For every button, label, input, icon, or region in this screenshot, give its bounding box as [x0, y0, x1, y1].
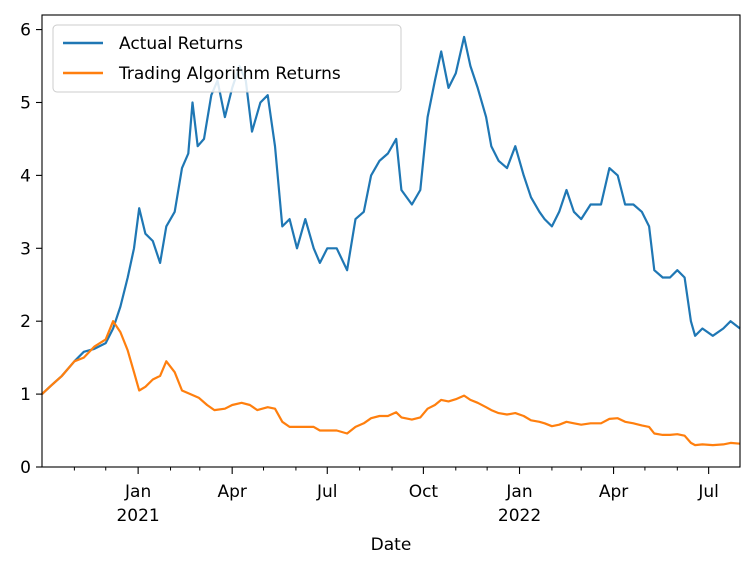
legend-label: Trading Algorithm Returns [118, 64, 341, 84]
legend-label: Actual Returns [119, 34, 243, 54]
y-tick-label: 2 [20, 312, 31, 332]
x-tick-year-label: 2022 [498, 506, 541, 526]
x-tick-label: Oct [409, 482, 439, 502]
legend: Actual Returns Trading Algorithm Returns [52, 24, 402, 93]
y-tick-label: 3 [20, 239, 31, 259]
series-layer [41, 35, 741, 447]
series-line-1 [41, 35, 741, 395]
series-line-2 [41, 320, 741, 447]
x-tick-year-label: 2021 [116, 506, 159, 526]
x-tick-label: Apr [217, 482, 246, 502]
x-tick-label: Jan [505, 482, 532, 502]
x-tick-label: Jan [124, 482, 151, 502]
x-tick-label: Jul [316, 482, 338, 502]
x-tick-label: Apr [599, 482, 628, 502]
axes-frame [41, 14, 741, 468]
y-tick-label: 5 [20, 93, 31, 113]
y-tick-label: 0 [20, 458, 31, 478]
y-tick-label: 1 [20, 385, 31, 405]
y-tick-label: 6 [20, 21, 31, 41]
legend-box [52, 24, 402, 93]
x-tick-label: Jul [697, 482, 719, 502]
x-axis-label: Date [371, 535, 412, 555]
y-tick-label: 4 [20, 166, 31, 186]
axes-layer: 0 1 2 3 4 5 6 Jan 2021 Apr Jul Oct Jan 2022 Apr Jul [20, 14, 741, 526]
